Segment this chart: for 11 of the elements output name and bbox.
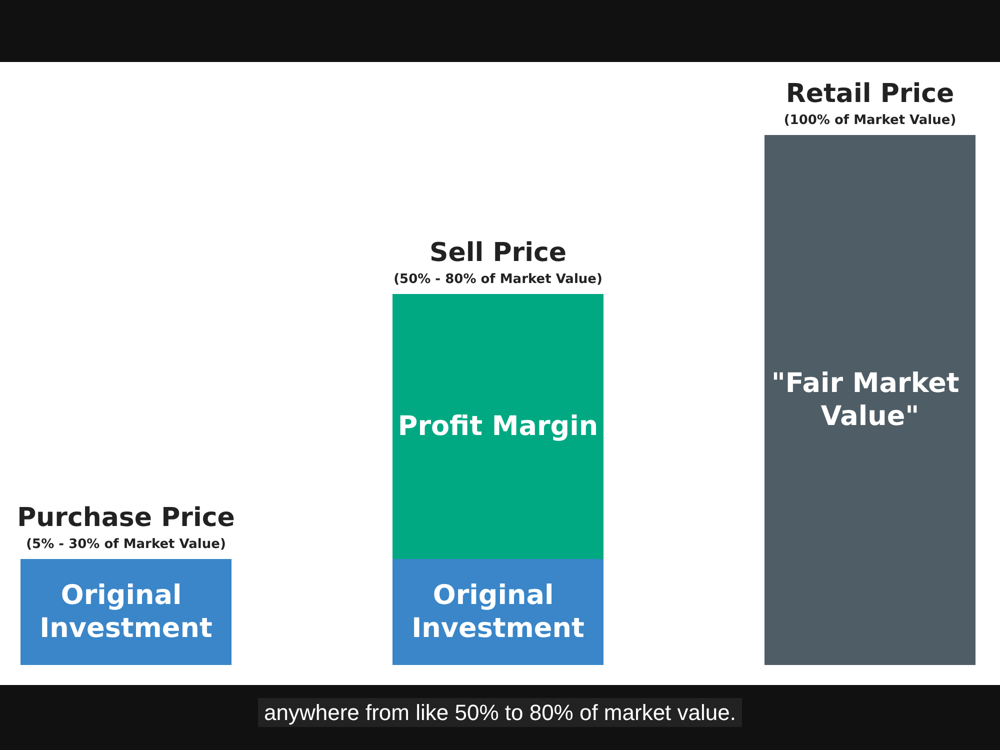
series-label: Original Investment <box>40 580 212 644</box>
x-tick-label: Retail Price <box>786 79 954 109</box>
annotation: (50% - 80% of Market Value) <box>394 272 602 287</box>
x-tick-label: Sell Price <box>429 238 567 268</box>
series-label: "Fair Market Value" <box>771 368 969 432</box>
text: Original Investment <box>412 580 584 644</box>
series-label: Profit Margin <box>398 411 598 442</box>
x-tick-label: Purchase Price <box>17 503 235 533</box>
annotation: (5% - 30% of Market Value) <box>26 537 226 552</box>
annotation: (100% of Market Value) <box>784 113 956 128</box>
text: anywhere from like 50% to 80% of market value. <box>258 698 742 727</box>
